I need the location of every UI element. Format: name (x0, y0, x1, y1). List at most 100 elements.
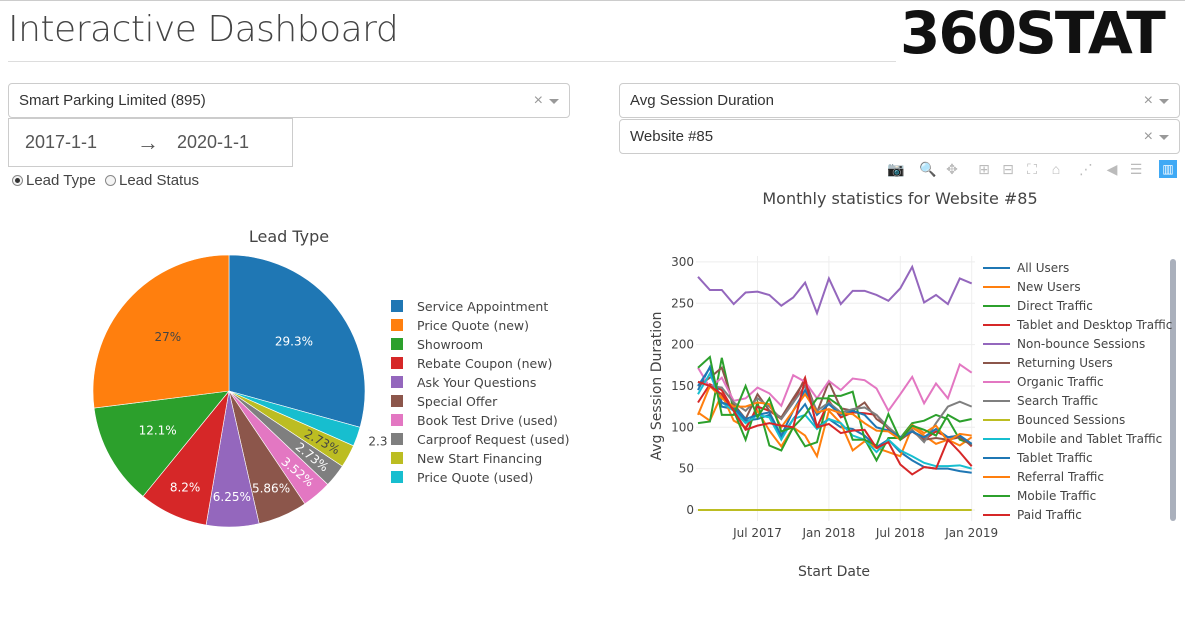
y-tick-label: 300 (671, 255, 694, 269)
legend-item[interactable]: New Users (1017, 280, 1081, 294)
x-axis-label: Start Date (798, 564, 870, 580)
y-tick-label: 0 (686, 503, 694, 517)
clear-icon[interactable]: × (1143, 91, 1153, 109)
pie-label: 27% (154, 330, 181, 344)
reset-axes-icon[interactable]: ⌂ (1051, 161, 1061, 177)
legend-swatch[interactable] (391, 357, 403, 369)
legend-item[interactable]: Carproof Request (used) (417, 432, 570, 447)
divider (8, 61, 896, 62)
x-tick-label: Jan 2019 (944, 526, 998, 540)
series-line[interactable] (697, 264, 973, 317)
legend-item[interactable]: Tablet Traffic (1016, 451, 1093, 465)
spike-lines-icon[interactable]: ⋰ (1079, 161, 1093, 177)
legend-item[interactable]: Direct Traffic (1017, 299, 1093, 313)
legend-swatch[interactable] (391, 452, 403, 464)
pie-label: 6.25% (213, 490, 251, 504)
radio-label: Lead Status (119, 172, 200, 189)
zoom-out-icon[interactable]: ⊟ (1002, 161, 1014, 177)
website-value: Website #85 (630, 128, 714, 145)
line-title: Monthly statistics for Website #85 (762, 189, 1037, 208)
pie-label: 29.3% (275, 335, 313, 349)
legend-swatch[interactable] (391, 433, 403, 445)
company-value: Smart Parking Limited (895) (19, 92, 206, 109)
y-tick-label: 50 (679, 462, 694, 476)
y-tick-label: 250 (671, 296, 694, 310)
company-dropdown[interactable]: Smart Parking Limited (895) × (8, 83, 570, 118)
pie-slice[interactable] (228, 254, 366, 428)
legend-item[interactable]: Book Test Drive (used) (417, 413, 558, 428)
website-dropdown[interactable]: Website #85 × (619, 119, 1180, 154)
legend-item[interactable]: Price Quote (new) (417, 318, 529, 333)
legend-item[interactable]: Paid Traffic (1017, 508, 1082, 522)
legend-item[interactable]: Mobile Traffic (1017, 489, 1096, 503)
x-tick-label: Jul 2018 (875, 526, 925, 540)
zoom-icon[interactable]: 🔍 (919, 161, 937, 177)
legend-item[interactable]: Returning Users (1017, 356, 1113, 370)
y-tick-label: 200 (671, 338, 694, 352)
x-tick-label: Jan 2018 (801, 526, 855, 540)
camera-icon[interactable]: 📷 (887, 161, 905, 177)
legend-item[interactable]: New Start Financing (417, 451, 542, 466)
pie-chart: Lead Type 29.3%2.32.73%2.73%3.52%5.86%6.… (92, 227, 570, 528)
legend-item[interactable]: Rebate Coupon (new) (417, 356, 552, 371)
hover-compare-icon[interactable]: ☰ (1129, 161, 1143, 177)
autoscale-icon[interactable]: ⛶ (1027, 161, 1037, 177)
series-line[interactable] (697, 380, 973, 444)
legend-item[interactable]: Service Appointment (417, 299, 548, 314)
plotly-logo-icon[interactable]: ▥ (1159, 160, 1177, 178)
hover-closest-icon[interactable]: ◀ (1106, 161, 1118, 177)
pie-label: 2.3 (368, 435, 387, 449)
clear-icon[interactable]: × (533, 91, 543, 109)
clear-icon[interactable]: × (1143, 127, 1153, 145)
legend-swatch[interactable] (391, 319, 403, 331)
legend-swatch[interactable] (391, 338, 403, 350)
radio-lead-status[interactable]: Lead Status (105, 172, 199, 189)
legend-scrollbar[interactable] (1170, 259, 1176, 521)
pan-icon[interactable]: ✥ (946, 161, 958, 177)
y-axis-label: Avg Session Duration (649, 311, 665, 460)
pie-slice[interactable] (93, 390, 230, 497)
legend-item[interactable]: Showroom (417, 337, 483, 352)
pie-slice[interactable] (92, 254, 230, 409)
series-line[interactable] (697, 371, 972, 470)
y-tick-label: 150 (671, 379, 694, 393)
legend-swatch[interactable] (391, 395, 403, 407)
legend-swatch[interactable] (391, 376, 403, 388)
chevron-down-icon[interactable] (1159, 98, 1169, 104)
logo: 360STAT (900, 0, 1166, 67)
legend-item[interactable]: Referral Traffic (1017, 470, 1104, 484)
x-tick-label: Jul 2017 (732, 526, 782, 540)
series-line[interactable] (697, 355, 972, 447)
legend-swatch[interactable] (391, 300, 403, 312)
legend-item[interactable]: Bounced Sessions (1017, 413, 1125, 427)
series-line[interactable] (697, 379, 973, 476)
legend-item[interactable]: Mobile and Tablet Traffic (1017, 432, 1162, 446)
chevron-down-icon[interactable] (1159, 134, 1169, 140)
radio-label: Lead Type (26, 172, 96, 189)
metric-dropdown[interactable]: Avg Session Duration × (619, 83, 1180, 118)
legend-swatch[interactable] (391, 414, 403, 426)
y-tick-label: 100 (671, 420, 694, 434)
start-date-input[interactable]: 2017-1-1 (25, 132, 98, 152)
radio-lead-type[interactable]: Lead Type (12, 172, 96, 189)
chevron-down-icon[interactable] (549, 98, 559, 104)
legend-item[interactable]: Price Quote (used) (417, 470, 533, 485)
legend-item[interactable]: Special Offer (417, 394, 498, 409)
end-date-input[interactable]: 2020-1-1 (177, 132, 250, 152)
series-line[interactable] (697, 365, 973, 445)
page-title: Interactive Dashboard (8, 9, 399, 50)
date-range-picker[interactable]: 2017-1-1 → 2020-1-1 (8, 118, 293, 167)
radio-button[interactable] (105, 175, 116, 186)
legend-item[interactable]: All Users (1017, 261, 1069, 275)
pie-label: 12.1% (139, 424, 177, 438)
zoom-in-icon[interactable]: ⊞ (978, 161, 990, 177)
legend-item[interactable]: Tablet and Desktop Traffic (1016, 318, 1172, 332)
legend-item[interactable]: Search Traffic (1017, 394, 1098, 408)
series-line[interactable] (697, 362, 973, 413)
radio-button[interactable] (12, 175, 23, 186)
legend-item[interactable]: Non-bounce Sessions (1017, 337, 1145, 351)
legend-swatch[interactable] (391, 471, 403, 483)
legend-item[interactable]: Ask Your Questions (417, 375, 536, 390)
legend-item[interactable]: Organic Traffic (1017, 375, 1104, 389)
pie-label: 8.2% (170, 481, 201, 495)
